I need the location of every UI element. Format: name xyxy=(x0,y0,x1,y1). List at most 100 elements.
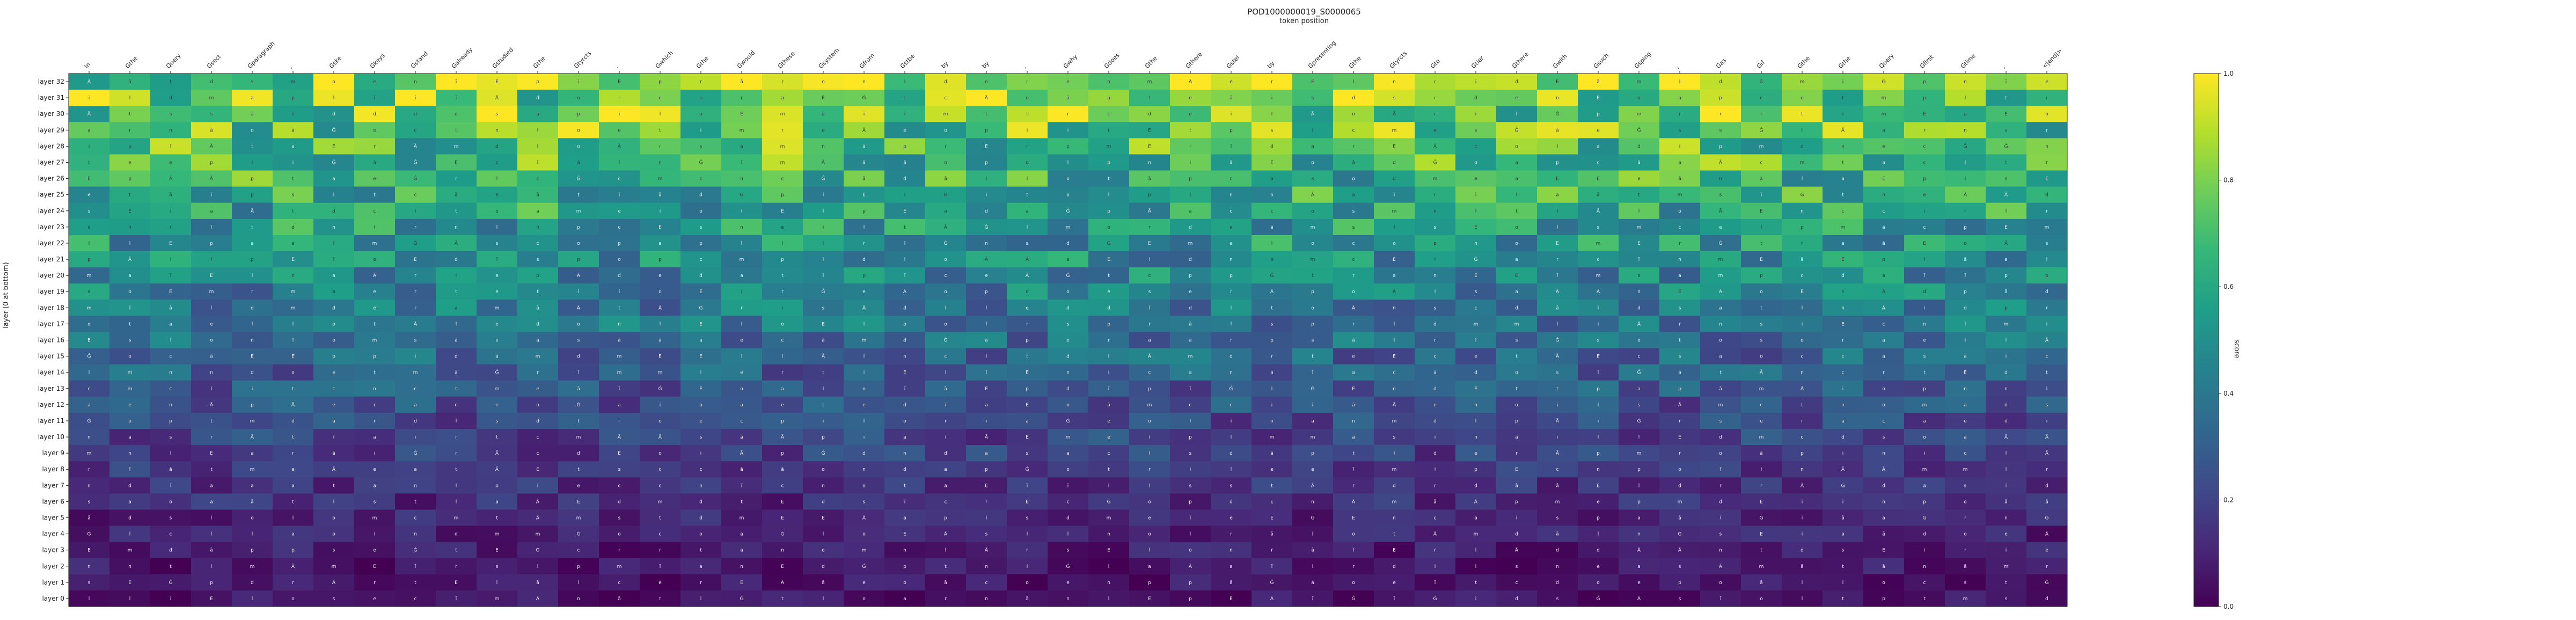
heatmap-cell xyxy=(925,170,967,187)
heatmap-cell xyxy=(1700,186,1741,203)
heatmap-cell xyxy=(1007,300,1048,316)
cell-label: n xyxy=(210,370,213,376)
cell-label: ā xyxy=(1678,370,1681,376)
cell-label: c xyxy=(985,580,988,586)
heatmap-cell xyxy=(1455,380,1497,397)
cell-label: a xyxy=(210,209,213,214)
cell-label: i xyxy=(660,403,661,408)
heatmap-cell xyxy=(803,90,844,106)
cell-label: Ġ xyxy=(1760,515,1763,521)
cell-label: s xyxy=(1434,225,1437,230)
heatmap-cell xyxy=(1211,202,1252,220)
cell-label: s xyxy=(1719,128,1722,133)
cell-label: r xyxy=(1760,483,1762,488)
cell-label: i xyxy=(1475,112,1477,117)
heatmap-cell xyxy=(1823,251,1864,268)
cell-label: o xyxy=(210,338,213,344)
cell-label: a xyxy=(251,451,254,456)
y-tick-label: layer 21 xyxy=(38,256,64,263)
cell-label: e xyxy=(495,403,499,408)
heatmap-cell xyxy=(1904,300,1945,316)
cell-label: Ġ xyxy=(2045,515,2049,521)
cell-label: a xyxy=(1515,161,1518,166)
cell-label: p xyxy=(985,161,988,166)
cell-label: c xyxy=(700,467,702,472)
cell-label: d xyxy=(944,451,947,456)
heatmap-cell xyxy=(2026,380,2068,397)
heatmap-cell xyxy=(1211,218,1252,236)
cell-label: E xyxy=(1026,499,1029,505)
x-tick-label: Gto xyxy=(1429,57,1441,70)
heatmap-cell xyxy=(1782,170,1823,187)
cell-label: a xyxy=(128,499,131,505)
heatmap-cell xyxy=(69,300,110,316)
heatmap-cell xyxy=(1088,332,1130,349)
heatmap-cell xyxy=(1007,267,1048,284)
cell-label: r xyxy=(455,451,457,456)
heatmap-cell xyxy=(1741,348,1782,365)
heatmap-cell xyxy=(1455,122,1497,138)
heatmap-cell xyxy=(1986,267,2027,284)
cell-label: s xyxy=(1679,596,1681,602)
heatmap-cell xyxy=(803,186,844,203)
cell-label: Ä xyxy=(822,354,825,360)
cell-label: r xyxy=(1352,273,1355,279)
heatmap-cell xyxy=(1374,106,1415,122)
heatmap-cell xyxy=(844,74,885,90)
heatmap-cell xyxy=(1782,267,1823,284)
cell-label: t xyxy=(1312,354,1314,360)
heatmap-cell xyxy=(1578,202,1619,220)
cell-label: ā xyxy=(1760,580,1763,586)
x-tick-label: Query xyxy=(1878,52,1896,70)
cell-label: t xyxy=(1516,386,1518,392)
cell-label: ĭ xyxy=(292,112,294,117)
cell-label: e xyxy=(495,322,499,327)
heatmap-cell xyxy=(1292,90,1334,106)
cell-label: e xyxy=(1107,419,1110,424)
cell-label: d xyxy=(1393,564,1396,570)
cell-label: l xyxy=(1638,209,1640,214)
heatmap-cell xyxy=(966,267,1007,284)
heatmap-cell xyxy=(2026,170,2068,187)
cell-label: r xyxy=(1067,112,1069,117)
heatmap-cell xyxy=(1292,122,1334,138)
x-tick-label: Gwould xyxy=(736,49,756,70)
heatmap-cell xyxy=(1578,380,1619,397)
cell-label: Ä xyxy=(1026,257,1029,262)
heatmap-cell xyxy=(1945,202,1986,220)
heatmap-cell xyxy=(2026,251,2068,268)
cell-label: ā xyxy=(1556,128,1559,133)
cell-label: m xyxy=(1514,322,1519,327)
heatmap-cell xyxy=(762,154,803,171)
cell-label: d xyxy=(1515,532,1518,537)
cell-label: m xyxy=(617,370,622,376)
cell-label: d xyxy=(128,516,131,521)
heatmap-cell xyxy=(1252,154,1293,171)
cell-label: t xyxy=(700,548,702,553)
cell-label: e xyxy=(658,273,662,279)
heatmap-cell xyxy=(517,90,559,106)
cell-label: m xyxy=(1474,322,1479,327)
heatmap-cell xyxy=(1252,170,1293,187)
heatmap-cell xyxy=(1537,202,1578,220)
heatmap-cell xyxy=(1170,267,1211,284)
cell-label: ĭ xyxy=(1393,193,1395,198)
cell-label: E xyxy=(1678,289,1681,295)
cell-label: ā xyxy=(536,112,539,117)
cell-label: s xyxy=(1883,435,1885,440)
heatmap-cell xyxy=(680,186,722,203)
cell-label: s xyxy=(1597,338,1600,344)
heatmap-cell xyxy=(1292,202,1334,220)
x-tick-label: Gif xyxy=(1755,59,1767,70)
cell-label: l xyxy=(1598,435,1599,440)
cell-label: m xyxy=(1596,273,1601,279)
heatmap-cell xyxy=(1659,90,1701,106)
cell-label: s xyxy=(577,338,580,344)
heatmap-cell xyxy=(1415,138,1456,155)
heatmap-cell xyxy=(354,170,396,187)
heatmap-cell xyxy=(680,364,722,381)
heatmap-cell xyxy=(558,186,599,203)
cell-label: a xyxy=(414,403,417,408)
heatmap-cell xyxy=(1700,348,1741,365)
heatmap-cell xyxy=(1986,218,2027,236)
